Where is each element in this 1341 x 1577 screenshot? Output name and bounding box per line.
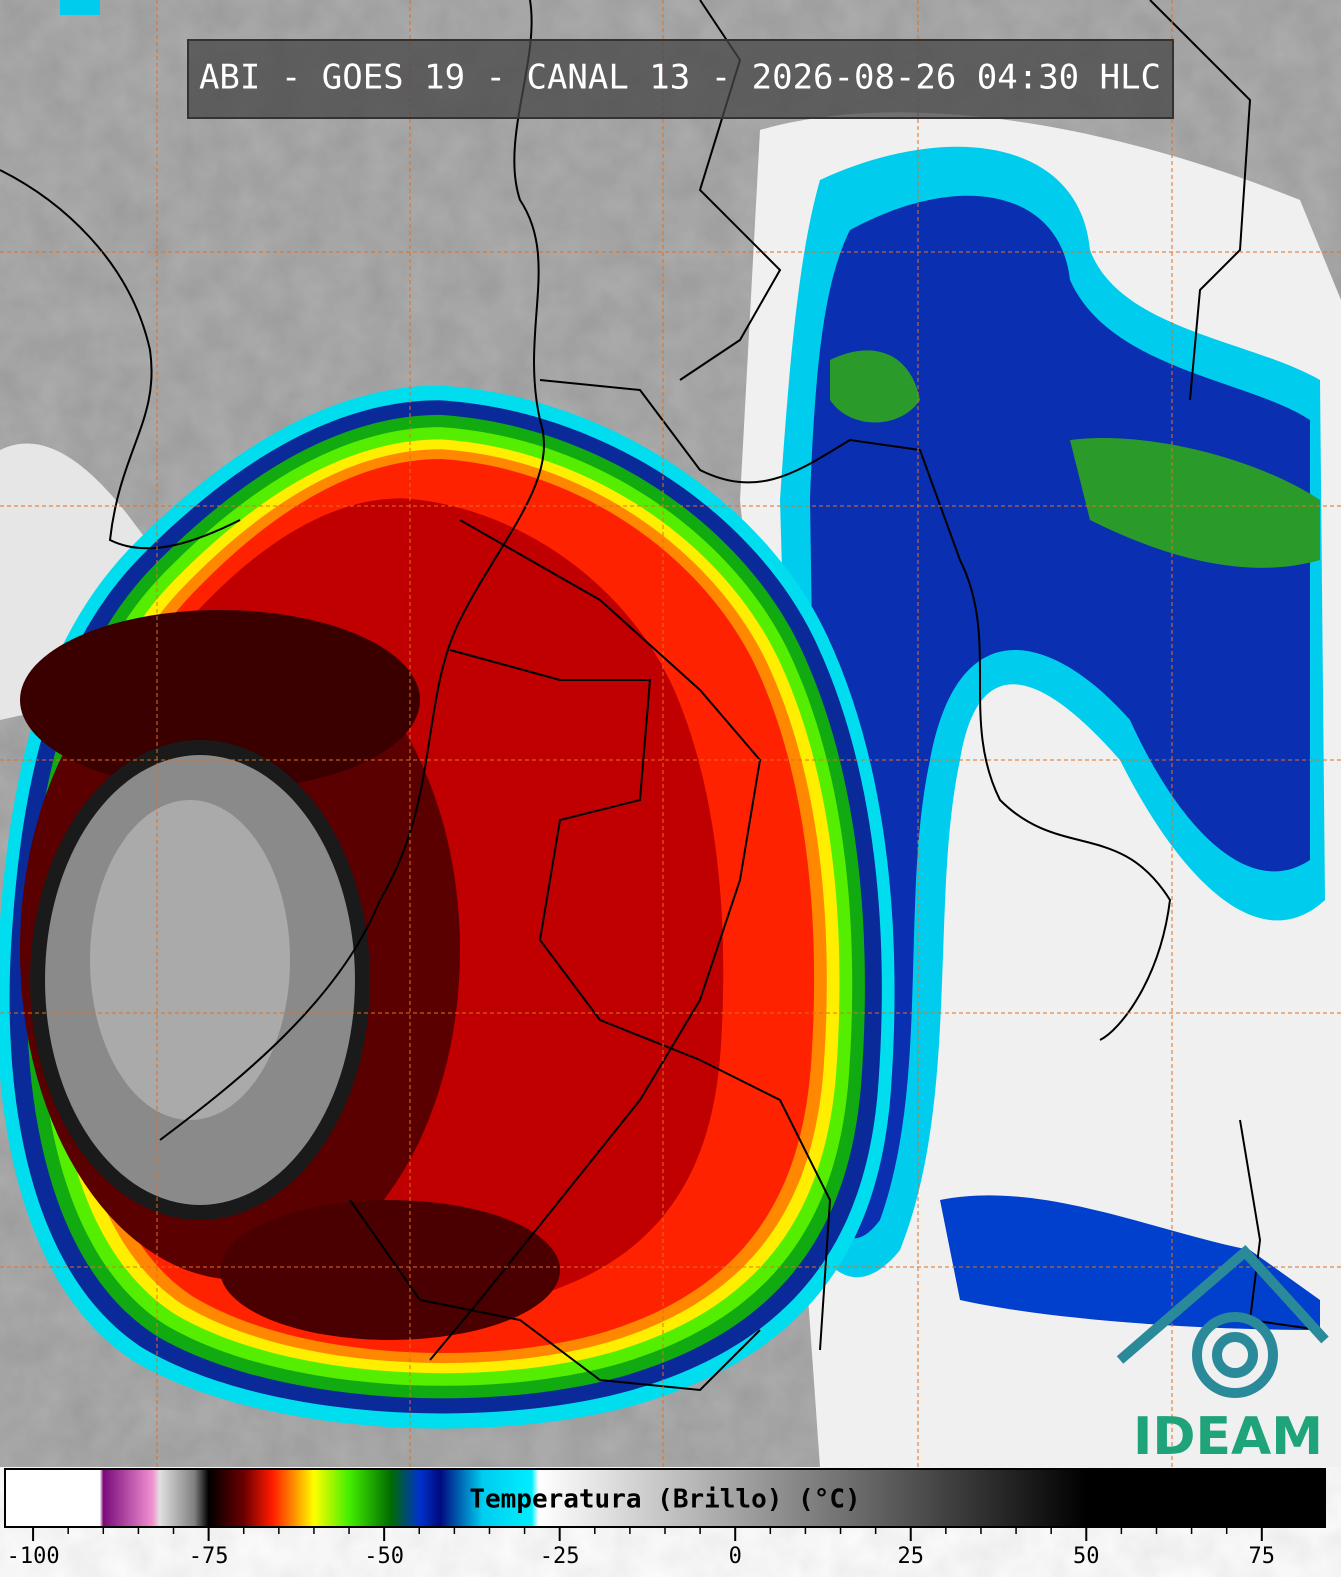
title: ABI - GOES 19 - CANAL 13 - 2026-08-26 04…	[199, 58, 1161, 98]
colorbar-tick-label: 75	[1249, 1544, 1276, 1569]
cloud	[0, 443, 160, 720]
title-box	[187, 39, 1174, 119]
logo-text: IDEAM	[1133, 1407, 1323, 1467]
colorbar-tick-label: 0	[729, 1544, 742, 1569]
colorbar-axis: -100 -75 -50 -25 0 25 50 75	[7, 1527, 1275, 1569]
colorbar-tick-label: -100	[7, 1544, 60, 1569]
logo-mark	[1116, 1245, 1329, 1398]
colorbar-tick-label: 25	[897, 1544, 924, 1569]
colorbar-label: Temperatura (Brillo) (°C)	[469, 1485, 860, 1515]
colorbar-tick-label: 50	[1073, 1544, 1100, 1569]
colorbar-tick-label: -50	[364, 1544, 404, 1569]
cold-core	[830, 350, 1320, 568]
cold-cloud	[60, 0, 100, 15]
colorbar	[4, 1468, 1326, 1528]
colorbar-tick-label: -75	[189, 1544, 229, 1569]
cold-cloud	[940, 1195, 1320, 1330]
colorbar-tick-label: -25	[540, 1544, 580, 1569]
